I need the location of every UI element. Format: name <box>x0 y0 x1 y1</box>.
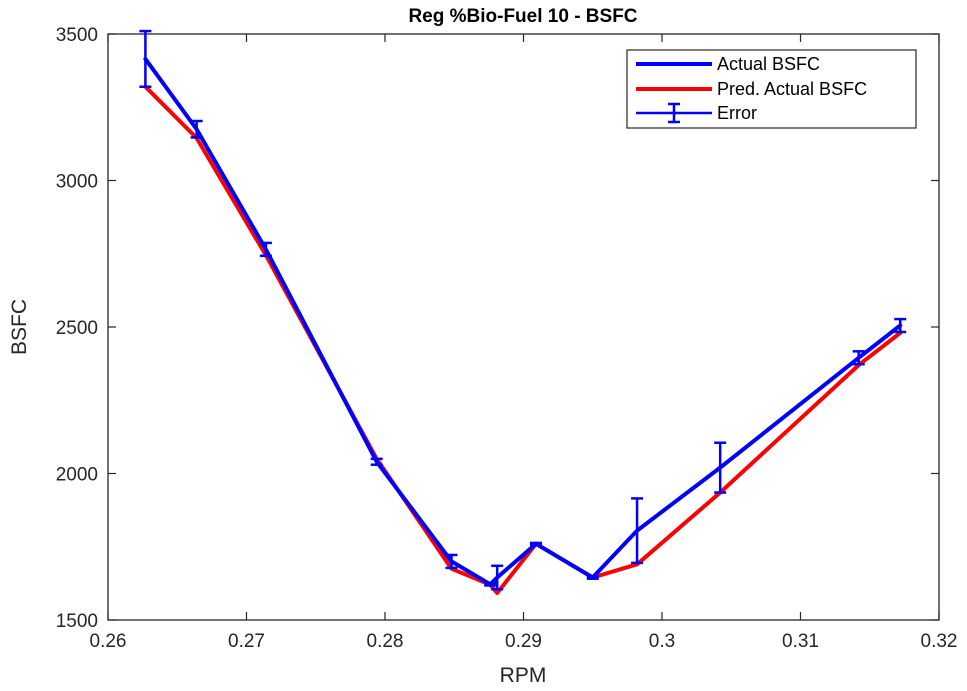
error-bar <box>445 553 458 570</box>
y-axis: 1500 2000 2500 3000 3500 <box>56 25 939 632</box>
error-bar <box>491 564 504 591</box>
legend-swatch-error <box>636 102 712 124</box>
y-tick-label: 1500 <box>56 611 98 632</box>
x-tick-label: 0.27 <box>228 631 265 652</box>
y-tick-label: 3000 <box>56 172 98 193</box>
x-tick-label: 0.32 <box>921 631 958 652</box>
error-bar <box>139 29 152 88</box>
x-axis: 0.26 0.27 0.28 0.29 0.3 0.31 0.32 <box>90 34 958 652</box>
error-bar <box>190 119 203 139</box>
x-tick-label: 0.3 <box>649 631 675 652</box>
x-tick-label: 0.29 <box>505 631 542 652</box>
y-axis-label: BSFC <box>8 299 31 355</box>
error-bar <box>586 575 599 580</box>
chart-title: Reg %Bio-Fuel 10 - BSFC <box>408 6 637 27</box>
error-bar <box>259 241 272 258</box>
legend-label-actual-bsfc: Actual BSFC <box>717 54 820 74</box>
legend-label-error: Error <box>717 103 757 123</box>
plot-area <box>107 33 940 621</box>
error-bar <box>484 581 497 587</box>
error-bar <box>714 441 727 494</box>
legend-label-pred-actual-bsfc: Pred. Actual BSFC <box>717 79 867 99</box>
y-tick-label: 3500 <box>56 25 98 46</box>
error-bar <box>852 350 865 366</box>
x-axis-label: RPM <box>500 664 547 686</box>
y-tick-label: 2500 <box>56 318 98 339</box>
error-bar <box>529 541 542 546</box>
x-tick-label: 0.26 <box>90 631 127 652</box>
errorbar-layer <box>139 29 907 591</box>
error-bar <box>894 317 907 334</box>
error-bar <box>631 497 644 565</box>
plot-frame <box>107 33 940 621</box>
x-tick-label: 0.31 <box>782 631 819 652</box>
x-tick-label: 0.28 <box>367 631 404 652</box>
y-tick-label: 2000 <box>56 465 98 486</box>
legend: Actual BSFC Pred. Actual BSFC Error <box>626 49 917 129</box>
error-bar <box>370 457 383 466</box>
